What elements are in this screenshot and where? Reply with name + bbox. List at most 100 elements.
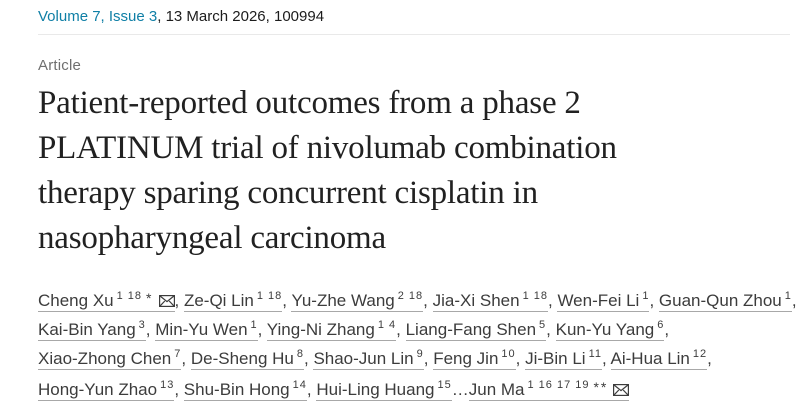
author-name: Hui-Ling Huang: [316, 380, 435, 399]
author-line: Cheng Xu 1 18 *, Ze-Qi Lin 1 18, Yu-Zhe Wan…: [38, 284, 797, 315]
author-link[interactable]: Ji-Bin Li 11: [525, 349, 602, 370]
affiliation-superscript: 13: [160, 379, 175, 392]
author-name: Yu-Zhe Wang: [291, 291, 395, 310]
header-divider: [38, 34, 790, 35]
author-link[interactable]: Ze-Qi Lin 1 18: [183, 290, 283, 312]
volume-issue-link[interactable]: Volume 7, Issue 3: [38, 8, 158, 25]
affiliation-superscript: 9: [416, 348, 424, 361]
author-link[interactable]: Feng Jin 10: [433, 348, 516, 370]
author-link[interactable]: Cheng Xu 1 18 *: [38, 290, 175, 312]
author-link[interactable]: Shao-Jun Lin 9: [313, 348, 424, 370]
author-separator: ,: [257, 320, 267, 339]
affiliation-superscript: 7: [174, 348, 182, 361]
article-title-line: nasopharyngeal carcinoma: [38, 220, 386, 256]
publication-date-and-id: , 13 March 2026, 100994: [157, 8, 325, 25]
article-title-line: Patient-reported outcomes from a phase 2: [38, 85, 581, 121]
author-link[interactable]: Shu-Bin Hong 14: [183, 379, 307, 401]
more-authors-ellipsis[interactable]: …: [451, 380, 469, 399]
author-line: Xiao-Zhong Chen 7, De-Sheng Hu 8, Shao-Jun…: [38, 344, 762, 373]
author-separator: ,: [306, 380, 317, 399]
corresponding-author-mark: **: [593, 379, 609, 395]
author-separator: ,: [174, 291, 184, 310]
author-link[interactable]: Kai-Bin Yang 3: [38, 320, 146, 341]
author-separator: ,: [602, 349, 611, 368]
author-name: Guan-Qun Zhou: [658, 291, 782, 310]
author-name: De-Sheng Hu: [190, 349, 294, 368]
author-separator: ,: [649, 291, 659, 310]
affiliation-superscript: 12: [692, 348, 708, 361]
content-type-label: Article: [38, 57, 82, 74]
affiliation-superscript: 1 4: [377, 319, 397, 332]
affiliation-superscript: 5: [539, 319, 547, 332]
affiliation-superscript: 1 18: [522, 290, 548, 303]
author-name: Liang-Fang Shen: [405, 320, 537, 339]
author-name: Hong-Yun Zhao: [38, 380, 158, 399]
affiliation-superscript: 1: [250, 319, 258, 332]
author-link[interactable]: Guan-Qun Zhou 1: [658, 290, 792, 312]
affiliation-superscript: 1: [784, 290, 792, 303]
author-link[interactable]: Hui-Ling Huang 15: [316, 379, 452, 401]
author-separator: ,: [664, 320, 670, 339]
author-link[interactable]: Yu-Zhe Wang 2 18: [291, 290, 424, 312]
affiliation-superscript: 14: [292, 379, 307, 392]
author-link[interactable]: Ai-Hua Lin 12: [610, 348, 708, 370]
author-separator: ,: [546, 320, 556, 339]
author-separator: ,: [282, 291, 292, 310]
affiliation-superscript: 1 18: [256, 290, 283, 303]
author-separator: ,: [396, 320, 406, 339]
author-name: Shu-Bin Hong: [183, 380, 290, 399]
author-link[interactable]: Min-Yu Wen 1: [155, 319, 258, 341]
author-link[interactable]: Jun Ma 1 16 17 19 **: [468, 379, 630, 401]
citation-line: Volume 7, Issue 3, 13 March 2026, 100994: [38, 8, 762, 26]
author-name: Jia-Xi Shen: [432, 291, 520, 310]
affiliation-superscript: 8: [296, 348, 304, 361]
author-link[interactable]: Jia-Xi Shen 1 18: [432, 290, 548, 312]
affiliation-superscript: 1 18: [116, 290, 143, 303]
author-name: Kun-Yu Yang: [555, 320, 655, 339]
affiliation-superscript: 1: [642, 290, 650, 303]
author-name: Shao-Jun Lin: [313, 349, 414, 368]
affiliation-superscript: 6: [657, 319, 665, 332]
author-separator: ,: [791, 291, 797, 310]
author-separator: ,: [303, 349, 314, 368]
affiliation-superscript: 15: [437, 379, 452, 392]
affiliation-superscript: 11: [588, 348, 602, 361]
affiliation-superscript: 3: [138, 319, 146, 332]
author-separator: ,: [423, 349, 434, 368]
author-line: Hong-Yun Zhao 13, Shu-Bin Hong 14, Hui-Lin…: [38, 373, 762, 404]
envelope-icon[interactable]: [613, 375, 630, 404]
author-link[interactable]: Wen-Fei Li 1: [557, 290, 650, 312]
author-link[interactable]: Liang-Fang Shen 5: [405, 319, 547, 341]
affiliation-superscript: 10: [501, 348, 516, 361]
envelope-icon[interactable]: [158, 286, 175, 315]
author-name: Ze-Qi Lin: [183, 291, 254, 310]
corresponding-author-mark: *: [146, 290, 154, 306]
author-list: Cheng Xu 1 18 *, Ze-Qi Lin 1 18, Yu-Zhe Wan…: [38, 284, 797, 404]
author-name: Xiao-Zhong Chen: [38, 349, 172, 368]
author-separator: ,: [515, 349, 526, 368]
author-separator: ,: [145, 320, 156, 339]
author-link[interactable]: Ying-Ni Zhang 1 4: [266, 319, 397, 341]
author-separator: ,: [181, 349, 191, 368]
author-separator: ,: [707, 349, 712, 368]
author-name: Ji-Bin Li: [525, 349, 586, 368]
author-separator: ,: [423, 291, 433, 310]
author-name: Ai-Hua Lin: [610, 349, 690, 368]
author-link[interactable]: Hong-Yun Zhao 13: [38, 379, 175, 401]
author-link[interactable]: Xiao-Zhong Chen 7: [38, 348, 182, 370]
author-link[interactable]: De-Sheng Hu 8: [190, 348, 304, 370]
author-name: Feng Jin: [433, 349, 499, 368]
author-name: Cheng Xu: [38, 291, 114, 310]
author-separator: ,: [174, 380, 184, 399]
author-name: Ying-Ni Zhang: [266, 320, 375, 339]
author-line: Kai-Bin Yang 3, Min-Yu Wen 1, Ying-Ni Zhan…: [38, 315, 762, 344]
article-title-line: PLATINUM trial of nivolumab combination: [38, 130, 617, 166]
article-title-line: therapy sparing concurrent cisplatin in: [38, 175, 538, 211]
affiliation-superscript: 2 18: [397, 290, 424, 303]
article-title: Patient-reported outcomes from a phase 2…: [38, 81, 762, 261]
author-link[interactable]: Kun-Yu Yang 6: [555, 319, 665, 341]
author-name: Wen-Fei Li: [557, 291, 640, 310]
author-name: Kai-Bin Yang: [38, 320, 136, 339]
affiliation-superscript: 1 16 17 19: [527, 379, 590, 392]
